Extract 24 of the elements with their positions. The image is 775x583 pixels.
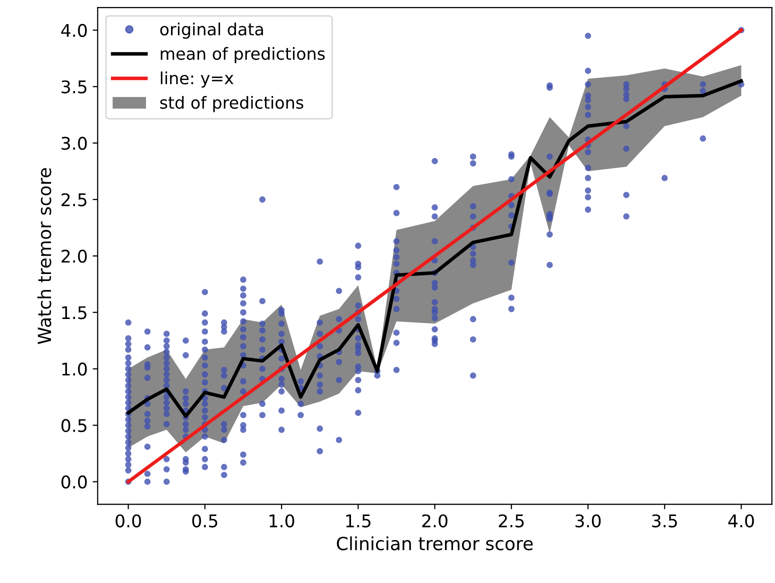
x-tick-label: 2.0 <box>422 514 448 528</box>
x-tick-label: 4.0 <box>728 514 754 528</box>
x-tick-label: 0.0 <box>116 514 141 528</box>
x-tick-label: 3.5 <box>652 514 677 528</box>
legend-label: original data <box>160 22 263 39</box>
y-tick-label: 2.0 <box>62 250 87 263</box>
x-tick-label: 3.0 <box>576 514 601 528</box>
y-axis-title: Watch tremor score <box>37 168 52 344</box>
legend-label: std of predictions <box>160 96 304 112</box>
y-tick-label: 1.0 <box>62 362 87 376</box>
legend-label: line: y=x <box>160 72 234 88</box>
y-tick-label: 3.0 <box>62 136 87 150</box>
y-tick-label: 0.5 <box>61 418 86 432</box>
legend-label: mean of predictions <box>160 47 325 64</box>
y-tick-label: 1.5 <box>62 306 86 320</box>
x-tick-label: 2.5 <box>498 514 524 528</box>
x-tick-label: 1.5 <box>346 514 370 528</box>
x-tick-label: 1.0 <box>270 514 294 528</box>
x-axis-title: Clinician tremor score <box>336 536 533 550</box>
y-tick-label: 3.5 <box>62 80 86 94</box>
y-tick-label: 2.5 <box>62 193 86 206</box>
x-tick-label: 0.5 <box>192 514 218 528</box>
y-tick-label: 4.0 <box>61 24 87 37</box>
y-tick-label: 0.0 <box>61 475 87 489</box>
